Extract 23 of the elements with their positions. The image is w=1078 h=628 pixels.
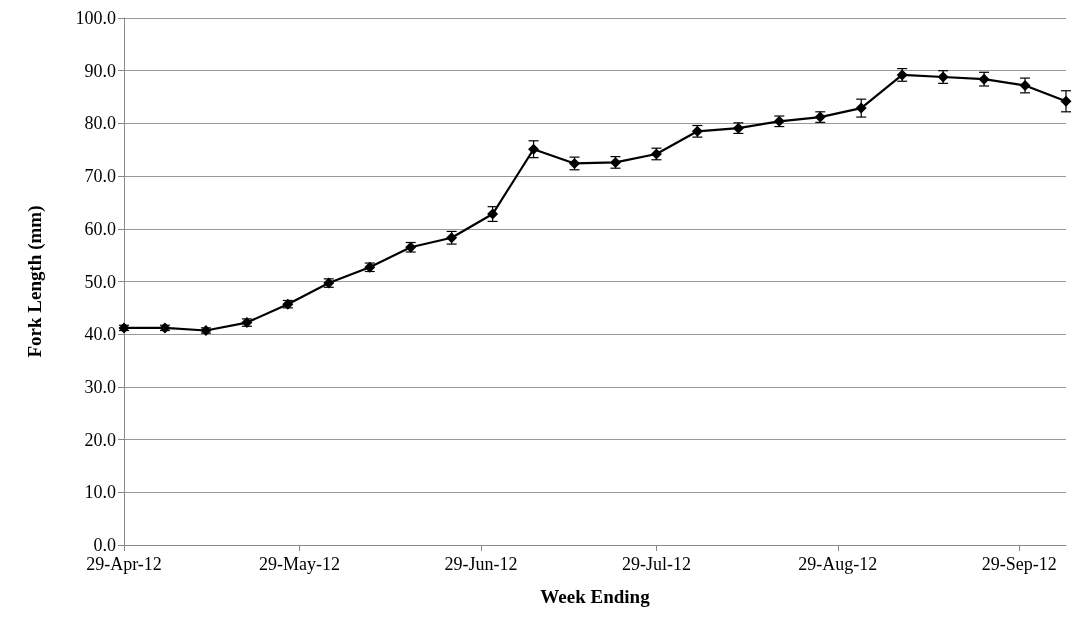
point xyxy=(1060,95,1072,107)
y-tick-label: 100.0 xyxy=(75,8,116,28)
point xyxy=(855,102,867,114)
x-tick-label: 29-Aug-12 xyxy=(798,554,878,574)
y-tick-label: 50.0 xyxy=(84,271,116,292)
y-tick-label: 70.0 xyxy=(84,166,116,187)
y-tick-label: 80.0 xyxy=(84,113,116,134)
x-tick-label: 29-May-12 xyxy=(259,554,341,574)
y-axis-title: Fork Length (mm) xyxy=(24,205,46,358)
y-tick-label: 10.0 xyxy=(84,482,116,503)
y-tick-label: 60.0 xyxy=(84,218,116,239)
y-tick-label: 0.0 xyxy=(93,535,116,555)
point xyxy=(528,143,540,155)
x-tick-label: 29-Sep-12 xyxy=(981,554,1057,574)
x-tick-label: 29-Apr-12 xyxy=(86,554,162,574)
x-axis-title: Week Ending xyxy=(540,586,651,607)
y-tick-label: 20.0 xyxy=(84,429,116,450)
point xyxy=(118,322,130,334)
y-tick-label: 40.0 xyxy=(84,324,116,345)
x-tick-label: 29-Jul-12 xyxy=(621,554,691,574)
x-tick-label: 29-Jun-12 xyxy=(444,554,518,574)
y-tick-label: 30.0 xyxy=(84,376,116,397)
y-tick-label: 90.0 xyxy=(84,60,116,81)
